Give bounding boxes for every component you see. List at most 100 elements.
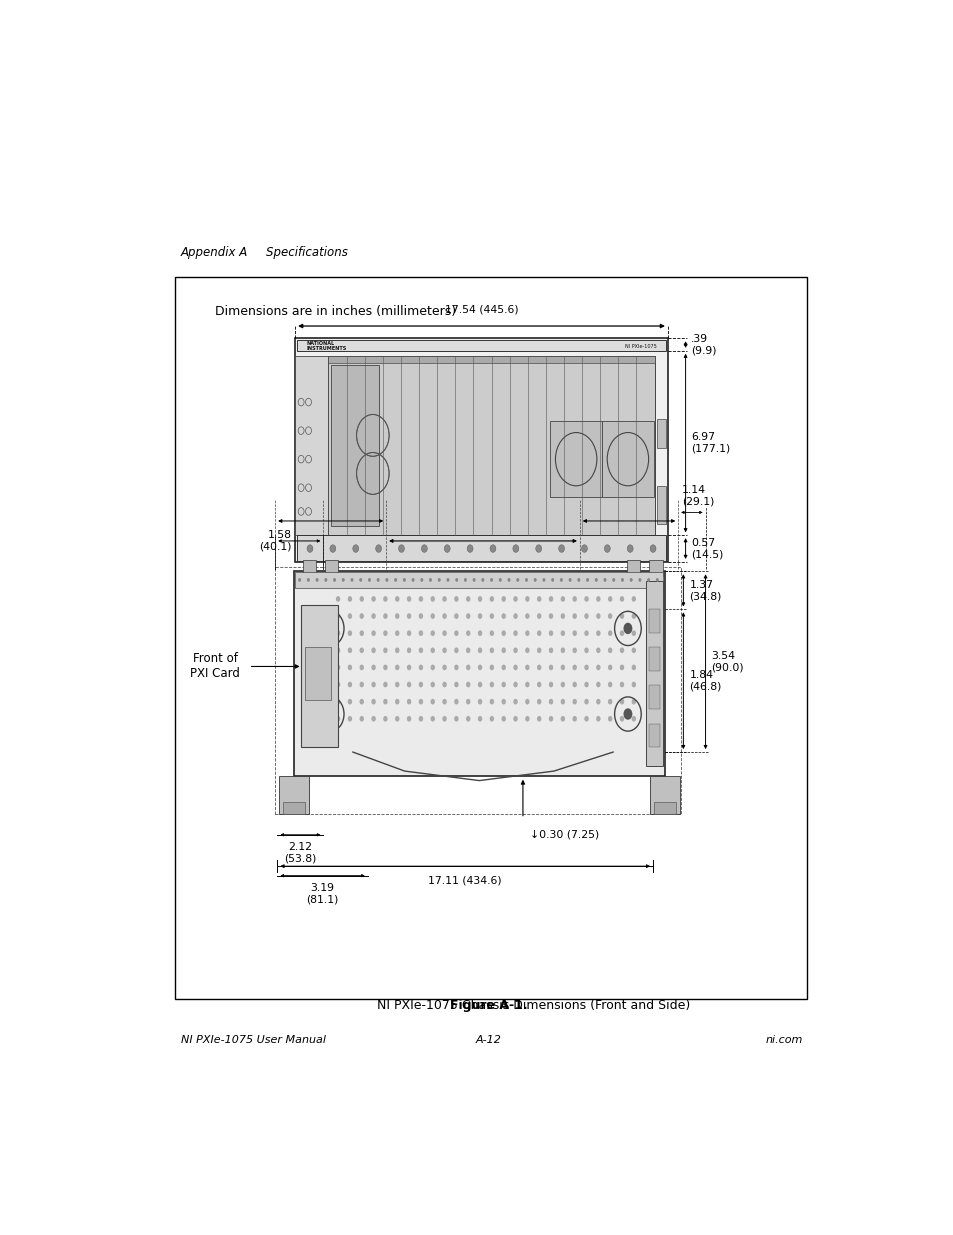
Text: .39
(9.9): .39 (9.9) (690, 333, 716, 356)
Circle shape (477, 597, 482, 601)
Circle shape (376, 578, 379, 582)
Circle shape (444, 545, 450, 552)
Circle shape (430, 682, 435, 688)
Circle shape (542, 578, 545, 582)
Circle shape (537, 614, 541, 619)
Circle shape (371, 614, 375, 619)
Circle shape (655, 578, 659, 582)
Text: ni.com: ni.com (765, 1035, 802, 1045)
Text: 3.54
(90.0): 3.54 (90.0) (711, 651, 743, 673)
Circle shape (513, 682, 517, 688)
Circle shape (524, 664, 529, 671)
Circle shape (501, 630, 505, 636)
Circle shape (560, 597, 564, 601)
Bar (646, 580, 662, 766)
Circle shape (335, 716, 340, 721)
Circle shape (371, 716, 375, 721)
Circle shape (537, 647, 541, 653)
Bar (294, 338, 667, 562)
Circle shape (359, 597, 364, 601)
Text: NI PXIe-1075 Chassis Dimensions (Front and Side): NI PXIe-1075 Chassis Dimensions (Front a… (369, 999, 689, 1013)
Circle shape (454, 699, 458, 704)
Circle shape (359, 664, 364, 671)
Circle shape (548, 716, 553, 721)
Circle shape (347, 614, 352, 619)
Circle shape (583, 614, 588, 619)
Circle shape (454, 630, 458, 636)
Circle shape (472, 578, 476, 582)
Circle shape (596, 647, 600, 653)
Circle shape (454, 664, 458, 671)
Circle shape (619, 716, 623, 721)
Bar (601, 421, 653, 498)
Circle shape (395, 716, 399, 721)
Circle shape (465, 716, 470, 721)
Circle shape (489, 699, 494, 704)
Circle shape (395, 664, 399, 671)
Circle shape (411, 578, 415, 582)
Circle shape (583, 597, 588, 601)
Circle shape (572, 664, 577, 671)
Bar (653, 803, 676, 814)
Circle shape (465, 630, 470, 636)
Circle shape (619, 682, 623, 688)
Circle shape (383, 664, 387, 671)
Circle shape (455, 578, 457, 582)
Circle shape (395, 699, 399, 704)
Bar (296, 341, 665, 351)
Bar (294, 572, 664, 776)
Circle shape (359, 647, 364, 653)
Circle shape (333, 578, 335, 582)
Bar (648, 685, 659, 709)
Circle shape (533, 578, 537, 582)
Circle shape (298, 578, 301, 582)
Circle shape (524, 647, 529, 653)
Circle shape (347, 664, 352, 671)
Circle shape (596, 716, 600, 721)
Circle shape (481, 578, 484, 582)
Circle shape (548, 647, 553, 653)
Circle shape (335, 614, 340, 619)
Circle shape (560, 614, 564, 619)
Bar (656, 485, 665, 524)
Circle shape (537, 664, 541, 671)
Circle shape (326, 622, 335, 634)
Circle shape (467, 545, 473, 552)
Text: 2.12
(53.8): 2.12 (53.8) (284, 842, 316, 864)
Bar (275, 567, 680, 814)
Circle shape (465, 682, 470, 688)
Circle shape (501, 614, 505, 619)
Circle shape (631, 614, 636, 619)
Text: Front of
PXI Card: Front of PXI Card (191, 652, 240, 680)
Circle shape (335, 597, 340, 601)
Circle shape (315, 578, 318, 582)
Bar (328, 356, 654, 535)
Bar (282, 803, 305, 814)
Circle shape (442, 664, 446, 671)
Text: NI PXIe-1075: NI PXIe-1075 (624, 345, 656, 350)
Circle shape (501, 699, 505, 704)
Circle shape (350, 578, 354, 582)
Circle shape (347, 716, 352, 721)
Circle shape (619, 664, 623, 671)
Circle shape (395, 647, 399, 653)
Circle shape (326, 709, 335, 720)
Circle shape (371, 647, 375, 653)
Circle shape (489, 682, 494, 688)
Circle shape (536, 545, 541, 552)
Circle shape (548, 682, 553, 688)
Circle shape (430, 716, 435, 721)
Circle shape (489, 664, 494, 671)
Circle shape (347, 682, 352, 688)
Text: A-12: A-12 (476, 1035, 501, 1045)
Circle shape (583, 664, 588, 671)
Bar (648, 724, 659, 747)
Circle shape (607, 614, 612, 619)
Circle shape (454, 614, 458, 619)
Circle shape (359, 699, 364, 704)
Circle shape (612, 578, 615, 582)
Circle shape (513, 614, 517, 619)
Circle shape (501, 664, 505, 671)
Circle shape (537, 699, 541, 704)
Text: 1.14
(29.1): 1.14 (29.1) (681, 485, 714, 506)
